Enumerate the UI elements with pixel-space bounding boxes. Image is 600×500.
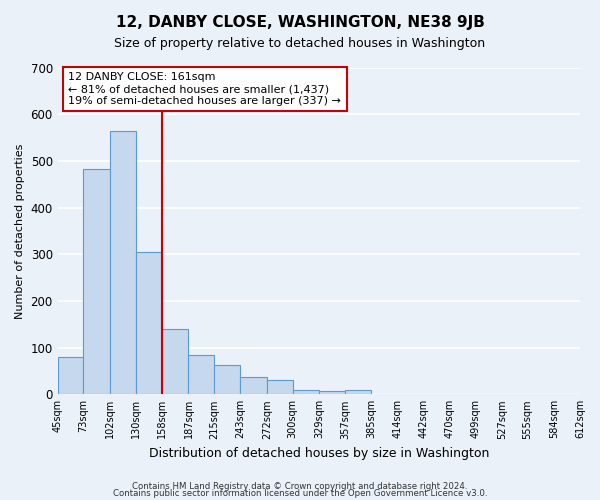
Bar [267,380,293,394]
Bar [110,130,136,394]
Bar [136,252,162,394]
Text: 12 DANBY CLOSE: 161sqm
← 81% of detached houses are smaller (1,437)
19% of semi-: 12 DANBY CLOSE: 161sqm ← 81% of detached… [68,72,341,106]
Bar [162,330,188,394]
Text: Contains public sector information licensed under the Open Government Licence v3: Contains public sector information licen… [113,489,487,498]
Bar [58,357,83,395]
Bar [319,390,345,394]
Text: 12, DANBY CLOSE, WASHINGTON, NE38 9JB: 12, DANBY CLOSE, WASHINGTON, NE38 9JB [116,15,484,30]
Bar [293,390,319,394]
Bar [240,377,267,394]
Text: Contains HM Land Registry data © Crown copyright and database right 2024.: Contains HM Land Registry data © Crown c… [132,482,468,491]
Bar [345,390,371,394]
Bar [214,365,240,394]
X-axis label: Distribution of detached houses by size in Washington: Distribution of detached houses by size … [149,447,489,460]
Text: Size of property relative to detached houses in Washington: Size of property relative to detached ho… [115,38,485,51]
Y-axis label: Number of detached properties: Number of detached properties [15,143,25,318]
Bar [83,169,110,394]
Bar [188,355,214,395]
